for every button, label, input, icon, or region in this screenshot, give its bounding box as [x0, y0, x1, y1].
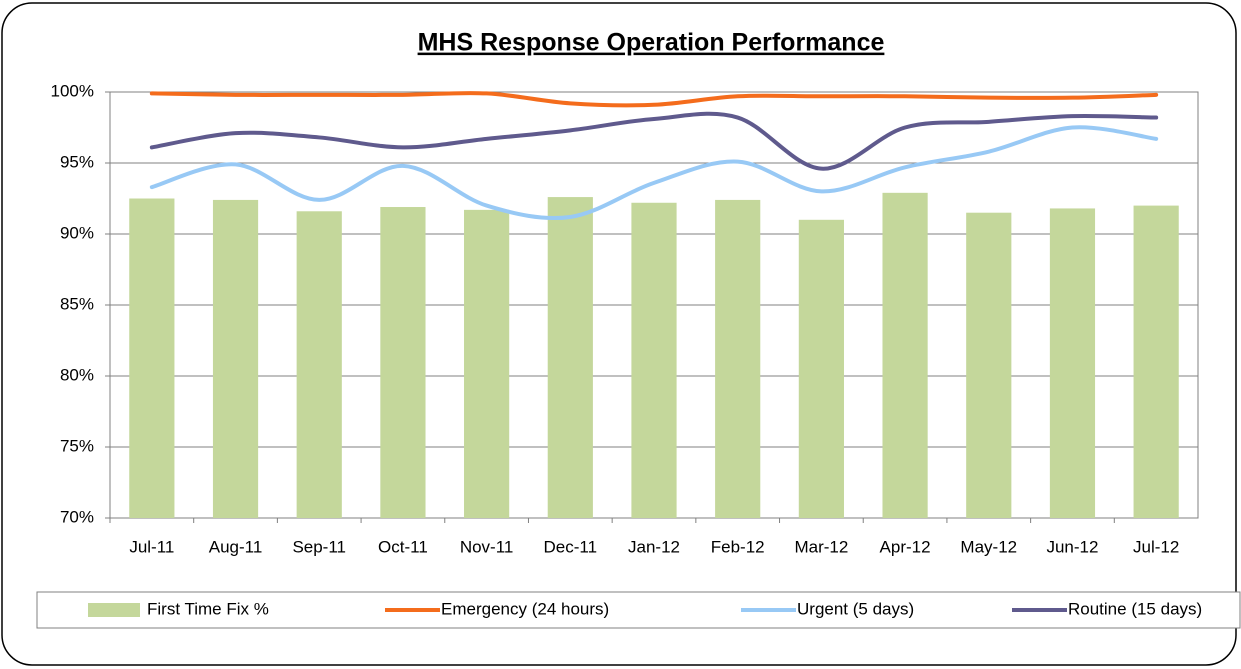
- y-tick-label: 95%: [60, 152, 94, 171]
- bar: [212, 199, 259, 519]
- bar: [966, 212, 1012, 518]
- x-tick-label: May-12: [960, 537, 1017, 556]
- bar: [631, 202, 677, 518]
- x-tick-label: Sep-11: [292, 537, 346, 556]
- bar: [296, 211, 342, 518]
- x-tick-label: Apr-12: [880, 537, 931, 556]
- bar: [464, 209, 510, 519]
- chart-title: MHS Response Operation Performance: [418, 29, 885, 57]
- legend-label: Urgent (5 days): [797, 599, 914, 618]
- bar: [882, 192, 928, 518]
- x-tick-label: Jul-12: [1133, 537, 1179, 556]
- x-tick-label: Oct-11: [378, 537, 428, 556]
- bar: [1133, 205, 1179, 518]
- bar: [715, 199, 761, 519]
- bar: [129, 198, 175, 518]
- y-tick-label: 90%: [60, 223, 94, 242]
- legend-label: Routine (15 days): [1068, 599, 1202, 618]
- line: [149, 111, 1159, 171]
- x-tick-label: Jun-12: [1046, 537, 1098, 556]
- x-tick-label: Feb-12: [711, 537, 765, 556]
- y-tick-label: 85%: [60, 294, 94, 313]
- bar: [1049, 208, 1096, 518]
- line: [149, 125, 1159, 221]
- x-tick-label: Aug-11: [209, 537, 263, 556]
- legend-swatch: [88, 603, 140, 617]
- y-tick-label: 80%: [60, 365, 94, 384]
- x-tick-label: Mar-12: [794, 537, 848, 556]
- y-tick-label: 100%: [51, 81, 94, 100]
- x-tick-label: Nov-11: [460, 537, 514, 556]
- legend-label: First Time Fix %: [147, 599, 269, 618]
- bar: [547, 197, 593, 518]
- x-tick-label: Jan-12: [628, 537, 680, 556]
- x-tick-label: Dec-11: [544, 537, 598, 556]
- bar: [380, 207, 426, 518]
- line: [149, 90, 1159, 108]
- legend: First Time Fix % Emergency (24 hours) Urge…: [88, 599, 1202, 618]
- y-tick-label: 75%: [60, 436, 94, 455]
- x-tick-label: Jul-11: [129, 537, 174, 556]
- legend-label: Emergency (24 hours): [441, 599, 609, 618]
- y-tick-label: 70%: [60, 507, 94, 526]
- bar: [798, 219, 844, 519]
